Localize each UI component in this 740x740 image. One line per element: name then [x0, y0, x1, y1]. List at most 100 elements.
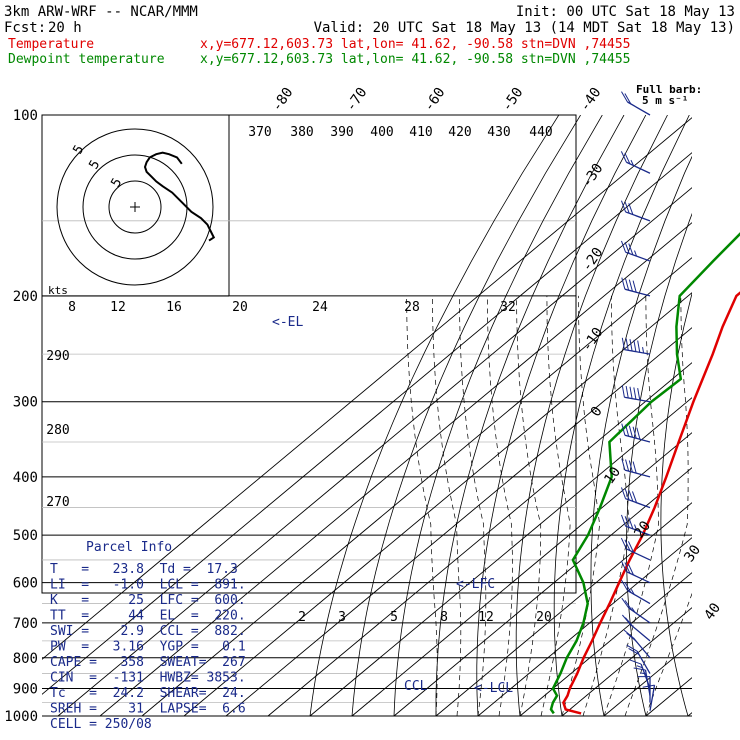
dewpoint-legend: Dewpoint temperature — [8, 52, 165, 67]
wind-barb-staff — [624, 396, 651, 403]
wind-barb-flag — [628, 279, 633, 292]
wind-barb-flag — [632, 461, 637, 474]
wind-barb-flag — [628, 243, 634, 256]
valid-time: Valid: 20 UTC Sat 18 May 13 (14 MDT Sat … — [314, 20, 735, 36]
wind-barbs — [620, 91, 656, 711]
wind-barb-staff — [627, 101, 651, 116]
isotherm-label-right: 20 — [631, 518, 654, 541]
wind-barb-flag — [632, 426, 637, 439]
moist-adiabat — [516, 295, 542, 717]
isotherm-label: -70 — [343, 85, 371, 115]
wind-barb-staff — [625, 251, 651, 262]
wind-barb-flag — [624, 152, 631, 165]
wind-barb-staff — [625, 525, 651, 536]
hodograph-ring-label: 5 — [86, 158, 103, 172]
wind-barb-staff — [624, 288, 651, 297]
wind-barb-staff — [627, 589, 651, 605]
parcel-info-row: TT = 44 EL = 220. — [50, 609, 246, 624]
theta-label: 380 — [290, 125, 313, 140]
dry-adiabat — [515, 115, 668, 717]
pressure-label-300: 300 — [13, 395, 38, 411]
moist-adiabat — [624, 295, 689, 717]
theta-label: 390 — [330, 125, 353, 140]
pressure-label-100: 100 — [13, 108, 38, 124]
isotherm — [267, 362, 692, 717]
isotherm-label: -40 — [577, 85, 605, 115]
wind-barb-staff — [629, 623, 651, 642]
wind-barb-flag — [621, 91, 628, 103]
wind-barb-flag — [621, 614, 631, 625]
wind-barb-flag — [625, 278, 630, 291]
el-marker: <-EL — [272, 315, 303, 330]
wind-barb-staff — [626, 161, 651, 174]
wind-barb-flag — [624, 562, 631, 574]
wind-barb-flag — [625, 386, 629, 398]
wind-barb-flag — [627, 541, 634, 553]
theta-label: 420 — [448, 125, 471, 140]
wind-barb-flag — [624, 516, 630, 528]
moist-adiabat — [540, 295, 571, 717]
theta-label-low: 270 — [46, 495, 69, 510]
wind-barb-staff — [626, 548, 651, 561]
hodograph-ring-label: 5 — [70, 143, 87, 157]
lfc-marker: <-LFC — [456, 577, 495, 592]
dry-adiabat — [727, 115, 740, 716]
moist-adiabat — [561, 295, 600, 717]
mixing-ratio-label-lower: 12 — [478, 610, 494, 625]
dry-adiabat — [553, 115, 690, 717]
parcel-info-row: Tc = 24.2 SHEAR= 24. — [50, 686, 246, 701]
init-time: Init: 00 UTC Sat 18 May 13 — [516, 4, 735, 20]
isotherm-label-right: -10 — [579, 325, 607, 355]
wind-barb-flag — [631, 491, 638, 503]
wind-barb-flag — [620, 200, 627, 213]
mixing-ratio-label-lower: 2 — [298, 610, 306, 625]
wind-barb-flag — [620, 560, 627, 572]
isotherm — [141, 257, 692, 717]
moist-adiabat — [459, 295, 487, 717]
wind-barb-staff — [625, 498, 651, 509]
wind-barb-flag — [626, 632, 637, 642]
moist-adiabat — [603, 295, 659, 717]
wind-barb-staff — [625, 211, 651, 222]
wind-barb-flag — [630, 589, 635, 595]
wind-barb-flag — [624, 488, 630, 501]
wind-barb-staff — [624, 349, 651, 355]
isotherm-label-right: 10 — [601, 464, 624, 487]
parcel-info-row: PW = 3.16 YGP = 0.1 — [50, 640, 246, 655]
isotherm — [603, 642, 692, 717]
wind-barb-flag — [624, 201, 630, 214]
wind-barb-flag — [624, 242, 630, 254]
profile-lines — [549, 232, 740, 715]
isotherm — [645, 677, 692, 717]
isotherm-label: -60 — [421, 85, 449, 115]
hodograph-ring — [108, 180, 162, 234]
isotherm — [57, 187, 692, 717]
wind-barb-staff — [636, 650, 651, 674]
wind-barb-flag — [628, 648, 640, 655]
wind-barb-staff — [624, 469, 651, 478]
wind-barb-flag — [628, 517, 634, 530]
wind-barb-flag — [623, 629, 634, 639]
diagram-grid — [41, 114, 740, 717]
lcl-marker: <-LCL — [474, 681, 513, 696]
mixing-ratio-label-lower: 8 — [440, 610, 448, 625]
pressure-label-1000: 1000 — [4, 709, 38, 725]
hodograph: 555 — [56, 128, 216, 286]
temperature-location: x,y=677.12,603.73 lat,lon= 41.62, -90.58… — [200, 37, 630, 52]
mixing-ratio-label: 12 — [110, 300, 126, 315]
theta-label: 440 — [529, 125, 552, 140]
parcel-info-row: SREH = 31 LAPSE= 6.6 — [50, 702, 246, 717]
wind-barb-flag — [621, 423, 626, 436]
parcel-info-title: Parcel Info — [86, 540, 172, 555]
pressure-label-700: 700 — [13, 616, 38, 632]
mixing-ratio-label: 16 — [166, 300, 182, 315]
mixing-ratio-label: 28 — [404, 300, 420, 315]
wind-barb-flag — [632, 280, 637, 293]
isotherm — [477, 537, 692, 717]
isotherm-label: -80 — [269, 85, 297, 115]
parcel-info-row: LI = -1.0 LCL = 891. — [50, 578, 246, 593]
wind-barb-flag — [621, 597, 630, 609]
wind-barb-staff — [626, 571, 651, 584]
theta-label: 430 — [487, 125, 510, 140]
